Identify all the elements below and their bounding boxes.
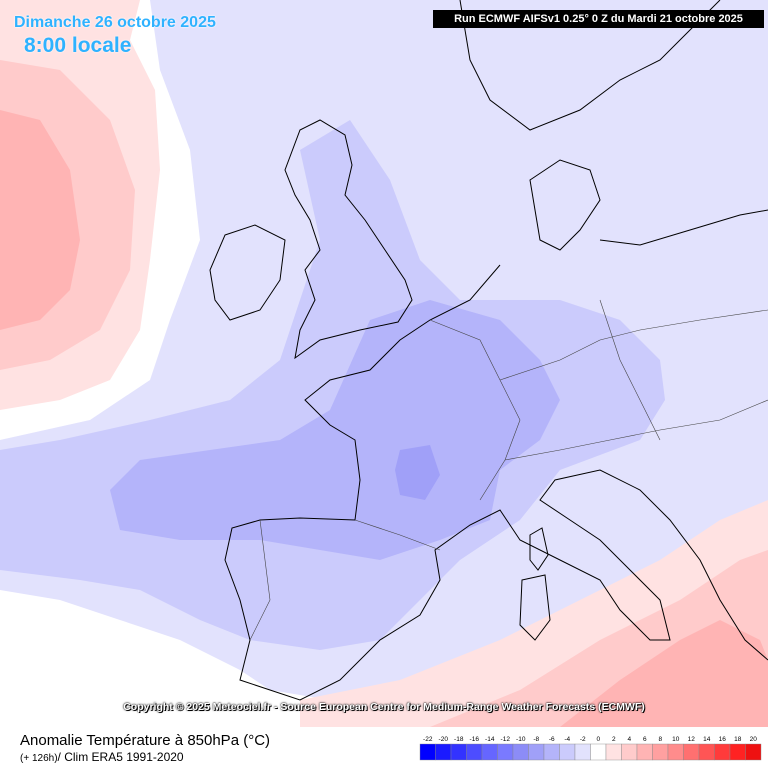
legend-swatch	[667, 743, 684, 761]
legend-label: -6	[549, 736, 555, 743]
legend-swatch	[450, 743, 467, 761]
legend-label: 0	[596, 736, 600, 743]
legend-swatch	[636, 743, 653, 761]
legend-swatch	[621, 743, 638, 761]
climatology-ref: / Clim ERA5 1991-2020	[57, 750, 184, 764]
legend-swatch	[605, 743, 622, 761]
coast-scandinavia	[459, 0, 721, 131]
legend-swatch	[698, 743, 715, 761]
coast-sardinia	[519, 574, 551, 641]
field-subtitle: (+ 126h)/ Clim ERA5 1991-2020	[20, 750, 184, 764]
run-label: Run ECMWF AIFSv1 0.25° 0 Z du Mardi 21 o…	[433, 10, 764, 28]
coast-corsica	[529, 527, 549, 571]
legend-label: -14	[485, 736, 495, 743]
legend-swatch	[559, 743, 576, 761]
field-title: Anomalie Température à 850hPa (°C)	[20, 732, 271, 749]
coast-great-britain	[284, 119, 413, 360]
coastlines	[209, 0, 768, 701]
forecast-date: Dimanche 26 octobre 2025	[14, 14, 216, 31]
legend-label: 8	[658, 736, 662, 743]
color-legend: -22 -20 -18 -16 -14 -12 -10 -8 -6 -4 -2 0 2 4 6 8 10 12 14…	[419, 736, 762, 761]
legend-label: 20	[750, 736, 758, 743]
legend-swatch	[574, 743, 591, 761]
legend-label: 12	[688, 736, 696, 743]
legend-label: 14	[703, 736, 711, 743]
coast-baltic	[599, 209, 768, 246]
coast-ireland	[209, 224, 286, 321]
forecast-time: 8:00 locale	[24, 34, 132, 57]
legend-label: -22	[423, 736, 433, 743]
legend-swatch	[590, 743, 607, 761]
legend-swatch	[543, 743, 560, 761]
legend-swatch	[652, 743, 669, 761]
legend-swatch	[497, 743, 514, 761]
warm-anomaly-se-6	[560, 620, 768, 727]
legend-label: 2	[612, 736, 616, 743]
legend-label: 6	[643, 736, 647, 743]
legend-label: -8	[533, 736, 539, 743]
legend-label: 18	[734, 736, 742, 743]
legend-swatch	[729, 743, 746, 761]
legend-label: -12	[501, 736, 511, 743]
map-footer: Anomalie Température à 850hPa (°C) (+ 12…	[0, 727, 768, 768]
legend-swatch	[528, 743, 545, 761]
cold-anomaly-area-8	[395, 445, 440, 500]
legend-label: -10	[516, 736, 526, 743]
legend-swatch	[683, 743, 700, 761]
legend-swatch	[481, 743, 498, 761]
legend-swatch	[466, 743, 483, 761]
legend-swatch	[512, 743, 529, 761]
warm-anomaly-west-6	[0, 110, 80, 330]
legend-label: 16	[719, 736, 727, 743]
cold-anomaly-area-6	[110, 300, 560, 560]
legend-swatch	[714, 743, 731, 761]
legend-label: -4	[564, 736, 570, 743]
legend-label: 10	[672, 736, 680, 743]
coast-west-europe	[224, 264, 768, 701]
legend-swatch	[419, 743, 436, 761]
legend-label: -2	[580, 736, 586, 743]
legend-label: 4	[627, 736, 631, 743]
borders	[249, 299, 768, 641]
legend-label: -20	[439, 736, 449, 743]
legend-swatch	[745, 743, 762, 761]
legend-label: -16	[470, 736, 480, 743]
forecast-lead: (+ 126h)	[20, 753, 58, 764]
coast-denmark	[529, 159, 601, 251]
legend-swatch	[435, 743, 452, 761]
copyright-notice: Copyright © 2025 Meteociel.fr - Source E…	[123, 701, 645, 713]
legend-label: -18	[454, 736, 464, 743]
